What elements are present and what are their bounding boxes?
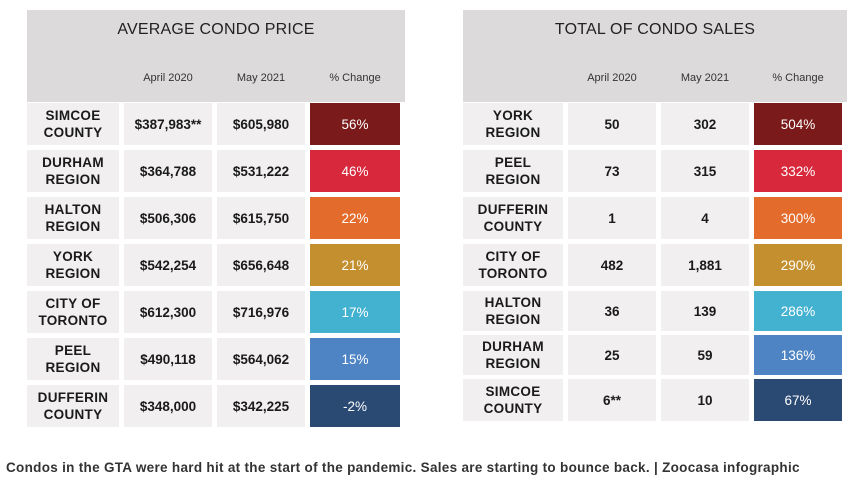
april-value: 25: [568, 335, 656, 375]
may-value: 315: [661, 150, 749, 192]
pct-change: 286%: [754, 291, 842, 331]
table-row: DURHAM REGION $364,788 $531,222 46%: [27, 150, 405, 192]
april-value: 36: [568, 291, 656, 331]
pct-change: 67%: [754, 379, 842, 421]
table-row: YORK REGION $542,254 $656,648 21%: [27, 244, 405, 286]
pct-change: 300%: [754, 197, 842, 239]
price-col-may: May 2021: [236, 72, 286, 84]
sales-table-title: TOTAL OF CONDO SALES: [554, 21, 756, 38]
may-value: 139: [661, 291, 749, 331]
table-row: SIMCOE COUNTY $387,983** $605,980 56%: [27, 103, 405, 145]
table-row: CITY OF TORONTO 482 1,881 290%: [463, 244, 847, 286]
april-value: 482: [568, 244, 656, 286]
may-value: $716,976: [217, 291, 305, 333]
table-row: DUFFERIN COUNTY $348,000 $342,225 -2%: [27, 385, 405, 427]
pct-change: 332%: [754, 150, 842, 192]
may-value: $531,222: [217, 150, 305, 192]
pct-change: 136%: [754, 335, 842, 375]
pct-change: 15%: [310, 338, 400, 380]
may-value: 59: [661, 335, 749, 375]
may-value: 1,881: [661, 244, 749, 286]
table-row: PEEL REGION 73 315 332%: [463, 150, 847, 192]
table-row: DUFFERIN COUNTY 1 4 300%: [463, 197, 847, 239]
sales-table-header: TOTAL OF CONDO SALES April 2020 May 2021…: [463, 10, 847, 102]
april-value: $490,118: [124, 338, 212, 380]
region-name: PEEL REGION: [463, 150, 563, 192]
region-name: DURHAM REGION: [27, 150, 119, 192]
region-name: SIMCOE COUNTY: [27, 103, 119, 145]
may-value: $656,648: [217, 244, 305, 286]
table-row: HALTON REGION $506,306 $615,750 22%: [27, 197, 405, 239]
price-table-title: AVERAGE CONDO PRICE: [117, 21, 315, 38]
pct-change: 290%: [754, 244, 842, 286]
region-name: DUFFERIN COUNTY: [27, 385, 119, 427]
may-value: $342,225: [217, 385, 305, 427]
pct-change: 22%: [310, 197, 400, 239]
total-condo-sales-table: TOTAL OF CONDO SALES April 2020 May 2021…: [463, 10, 847, 421]
may-value: $615,750: [217, 197, 305, 239]
pct-change: 17%: [310, 291, 400, 333]
april-value: $348,000: [124, 385, 212, 427]
april-value: $364,788: [124, 150, 212, 192]
sales-col-may: May 2021: [680, 72, 730, 84]
table-row: DURHAM REGION 25 59 136%: [463, 335, 847, 375]
april-value: 50: [568, 103, 656, 145]
april-value: $506,306: [124, 197, 212, 239]
price-table-header: AVERAGE CONDO PRICE April 2020 May 2021 …: [27, 10, 405, 102]
may-value: 10: [661, 379, 749, 421]
region-name: CITY OF TORONTO: [27, 291, 119, 333]
image-caption: Condos in the GTA were hard hit at the s…: [6, 460, 800, 475]
region-name: SIMCOE COUNTY: [463, 379, 563, 421]
sales-col-april: April 2020: [587, 72, 637, 84]
pct-change: 504%: [754, 103, 842, 145]
may-value: 4: [661, 197, 749, 239]
april-value: $542,254: [124, 244, 212, 286]
april-value: 1: [568, 197, 656, 239]
table-row: YORK REGION 50 302 504%: [463, 103, 847, 145]
table-row: SIMCOE COUNTY 6** 10 67%: [463, 379, 847, 421]
pct-change: 21%: [310, 244, 400, 286]
region-name: CITY OF TORONTO: [463, 244, 563, 286]
april-value: $387,983**: [124, 103, 212, 145]
table-row: PEEL REGION $490,118 $564,062 15%: [27, 338, 405, 380]
region-name: DUFFERIN COUNTY: [463, 197, 563, 239]
may-value: 302: [661, 103, 749, 145]
april-value: $612,300: [124, 291, 212, 333]
price-col-april: April 2020: [143, 72, 193, 84]
table-row: CITY OF TORONTO $612,300 $716,976 17%: [27, 291, 405, 333]
pct-change: 56%: [310, 103, 400, 145]
april-value: 73: [568, 150, 656, 192]
may-value: $564,062: [217, 338, 305, 380]
region-name: YORK REGION: [463, 103, 563, 145]
average-condo-price-table: AVERAGE CONDO PRICE April 2020 May 2021 …: [27, 10, 405, 427]
price-col-change: % Change: [329, 72, 381, 84]
region-name: HALTON REGION: [27, 197, 119, 239]
region-name: YORK REGION: [27, 244, 119, 286]
pct-change: 46%: [310, 150, 400, 192]
table-row: HALTON REGION 36 139 286%: [463, 291, 847, 331]
region-name: DURHAM REGION: [463, 335, 563, 375]
may-value: $605,980: [217, 103, 305, 145]
region-name: PEEL REGION: [27, 338, 119, 380]
sales-col-change: % Change: [772, 72, 824, 84]
april-value: 6**: [568, 379, 656, 421]
region-name: HALTON REGION: [463, 291, 563, 331]
pct-change: -2%: [310, 385, 400, 427]
